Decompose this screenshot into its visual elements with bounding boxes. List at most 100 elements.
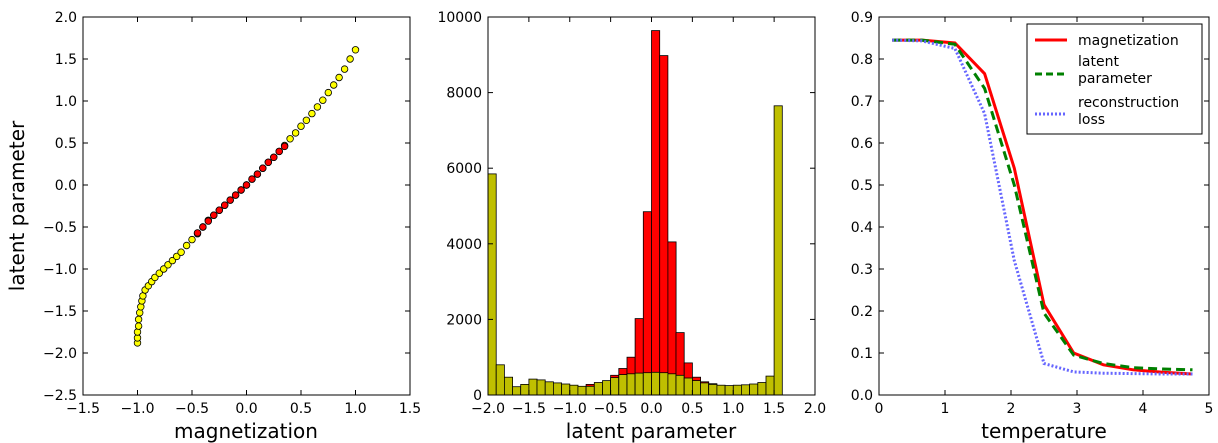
histogram-bar-olive — [544, 381, 554, 396]
y-tick-label: −1.0 — [43, 262, 77, 278]
x-tick-label: −1.5 — [512, 401, 546, 417]
histogram-bar-olive — [765, 375, 775, 396]
histogram-bar-olive — [520, 383, 530, 396]
line-series-latent-parameter — [892, 38, 1193, 372]
scatter-point-red — [199, 223, 207, 231]
histogram-bar-olive — [634, 372, 644, 396]
scatter-point-yellow — [302, 116, 311, 124]
scatter-point-red — [248, 175, 256, 183]
axis-ticks: −2.0 −1.5 −1.0 −0.5 0.0 0.5 1.0 1.5 2.0 0 2000 4000… — [437, 10, 826, 417]
x-tick-label: 3 — [1073, 401, 1082, 417]
histogram-bar-olive — [610, 377, 620, 396]
histogram-bar-olive — [618, 374, 628, 396]
histogram-bar-olive — [675, 374, 685, 396]
scatter-point-red — [231, 191, 240, 199]
scatter-point-yellow — [134, 322, 143, 330]
x-tick-label: 1.0 — [344, 401, 366, 417]
histogram-bars — [487, 30, 783, 396]
histogram-bar-olive — [757, 382, 767, 396]
legend-label-latent-line2: parameter — [1078, 71, 1152, 87]
line-series-reconstruction-loss — [892, 38, 1193, 376]
y-tick-label: 0.5 — [55, 136, 77, 152]
scatter-point-red — [280, 142, 289, 151]
y-tick-label: 0.0 — [851, 388, 873, 404]
scatter-point-yellow — [351, 46, 360, 54]
y-tick-label: −0.5 — [43, 220, 77, 236]
histogram-bar-olive — [512, 386, 522, 396]
scatter-point-yellow — [319, 96, 327, 104]
y-tick-label: 0.4 — [851, 220, 873, 236]
x-tick-label: 0.5 — [681, 401, 703, 417]
legend-label-recon-line2: loss — [1078, 112, 1105, 128]
histogram-bar-red — [651, 30, 661, 396]
scatter-point-yellow — [177, 248, 185, 256]
scatter-point-red — [237, 186, 245, 194]
histogram-panel: −2.0 −1.5 −1.0 −0.5 0.0 0.5 1.0 1.5 2.0 0 2000 4000… — [437, 10, 826, 443]
y-tick-label: 8000 — [446, 86, 482, 102]
y-tick-label: 0.5 — [851, 178, 873, 194]
histogram-bar-olive — [741, 384, 751, 396]
scatter-point-yellow — [135, 309, 144, 317]
x-axis-label: temperature — [981, 419, 1107, 443]
legend-label-latent-parameter: latent parameter — [1078, 54, 1152, 87]
legend-label-recon-line1: reconstruction — [1078, 95, 1179, 111]
histogram-bar-olive — [528, 378, 538, 396]
x-axis-label: magnetization — [174, 419, 318, 443]
scatter-point-yellow — [313, 103, 322, 111]
plot-area — [83, 17, 410, 395]
y-tick-label: 0 — [473, 388, 482, 404]
y-tick-label: 0.7 — [851, 94, 873, 110]
x-tick-label: −1.0 — [121, 401, 155, 417]
x-tick-label: −0.5 — [175, 401, 209, 417]
line-series — [892, 38, 1193, 376]
x-tick-label: 1.0 — [722, 401, 744, 417]
histogram-bar-olive — [503, 376, 513, 396]
x-tick-label: 1.5 — [763, 401, 785, 417]
legend-box — [1026, 23, 1203, 135]
histogram-bar-olive — [667, 373, 677, 396]
y-tick-label: 4000 — [446, 237, 482, 253]
scatter-point-yellow — [308, 109, 316, 118]
scatter-point-yellow — [188, 235, 196, 244]
scatter-point-yellow — [286, 135, 294, 143]
scatter-point-red — [193, 229, 202, 237]
histogram-bar-olive — [659, 372, 669, 396]
scatter-point-yellow — [137, 303, 145, 311]
legend-label-magnetization: magnetization — [1078, 33, 1179, 49]
histogram-bar-olive — [700, 382, 710, 396]
histogram-bar-olive — [577, 385, 587, 396]
y-tick-label: 0.3 — [851, 262, 873, 278]
x-tick-label: 4 — [1139, 401, 1148, 417]
scatter-point-yellow — [172, 252, 181, 261]
histogram-bar-olive — [553, 382, 563, 396]
x-tick-label: 1.5 — [399, 401, 421, 417]
legend-label-reconstruction-loss: reconstruction loss — [1078, 95, 1184, 128]
histogram-bar-olive — [561, 383, 571, 396]
x-tick-label: −1.5 — [66, 401, 100, 417]
scatter-point-red — [270, 153, 278, 161]
y-tick-label: 2.0 — [55, 10, 77, 26]
scatter-point-yellow — [155, 269, 163, 277]
y-tick-label: 1.5 — [55, 52, 77, 68]
x-tick-label: 2.0 — [804, 401, 826, 417]
x-tick-label: 2 — [1007, 401, 1016, 417]
scatter-points — [133, 46, 360, 347]
y-tick-label: −2.5 — [43, 388, 77, 404]
histogram-bar-olive — [773, 105, 783, 396]
y-axis-label: latent parameter — [5, 120, 29, 291]
x-axis-label: latent parameter — [566, 419, 737, 443]
histogram-bar-olive — [569, 384, 579, 396]
histogram-bar-olive — [692, 380, 702, 396]
line-series-magnetization — [892, 38, 1193, 376]
scatter-point-red — [275, 147, 283, 156]
histogram-bar-olive — [593, 382, 603, 396]
x-tick-label: −2.0 — [471, 401, 505, 417]
scatter-point-yellow — [164, 261, 172, 269]
histogram-bar-red — [667, 241, 677, 396]
histogram-bar-red — [642, 211, 652, 396]
axis-ticks: 0 1 2 3 4 5 0.0 0.1 0.2 0.3 0.4 0.5 0.6 0.7 0.8 0.9 — [851, 10, 1214, 417]
scatter-point-yellow — [151, 273, 159, 282]
scatter-point-red — [204, 217, 212, 225]
histogram-bar-olive — [585, 385, 595, 396]
histogram-bar-olive — [651, 371, 661, 396]
